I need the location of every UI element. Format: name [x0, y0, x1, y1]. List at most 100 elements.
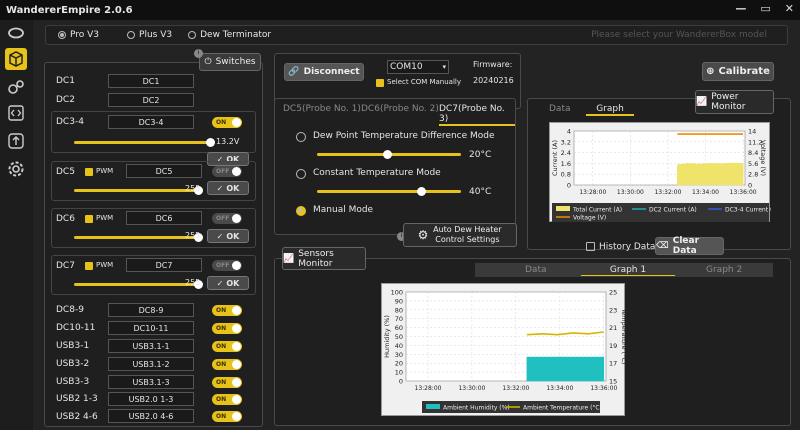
tab-sensors-graph2[interactable]: Graph 2: [706, 265, 743, 275]
usb2-13-name-field[interactable]: USB2.0 1-3: [108, 392, 194, 406]
dc34-name-field[interactable]: DC3-4: [108, 115, 194, 129]
usb32-toggle[interactable]: ON: [212, 359, 242, 370]
radio-model-0[interactable]: Pro V3: [58, 30, 99, 40]
usb2-46-name-field[interactable]: USB2.0 4-6: [108, 409, 194, 423]
switches-button[interactable]: ⏻ Switches: [199, 53, 261, 71]
usb2-46-toggle[interactable]: ON: [212, 411, 242, 422]
radio-model-2[interactable]: Dew Terminator: [188, 30, 271, 40]
dc6-name-field[interactable]: DC6: [126, 211, 202, 225]
slider-knob[interactable]: [417, 187, 426, 196]
dewpoint-slider[interactable]: [317, 150, 461, 159]
tab-power-graph[interactable]: Graph: [586, 104, 634, 116]
box-icon[interactable]: [5, 48, 27, 70]
dc89-toggle[interactable]: ON: [212, 305, 242, 316]
minimize-icon[interactable]: —: [735, 2, 747, 15]
sensors-tabbar: [475, 263, 773, 277]
tab-dc5[interactable]: DC5(Probe No. 1): [283, 104, 361, 114]
dc2-name-field[interactable]: DC2: [108, 93, 194, 107]
select-manual-checkbox[interactable]: [376, 79, 384, 87]
code-icon[interactable]: [5, 102, 27, 124]
tab-sensors-data[interactable]: Data: [525, 265, 547, 275]
y-tick-label: 4: [567, 128, 571, 136]
dc7-pwm-checkbox[interactable]: [85, 262, 93, 270]
tab-dc6[interactable]: DC6(Probe No. 2): [361, 104, 439, 114]
restore-icon[interactable]: ▭: [760, 2, 771, 15]
dc5-ok-button[interactable]: ✓ OK: [207, 181, 249, 195]
y-tick-label: 0: [567, 182, 571, 190]
dc5-pwm-checkbox[interactable]: [85, 168, 93, 176]
slider-knob[interactable]: [194, 280, 203, 289]
usb31-name-field[interactable]: USB3.1-1: [108, 339, 194, 353]
dc34-group: DC3-4 DC3-4 ON 13.2V: [51, 111, 256, 153]
gear-link-icon[interactable]: [5, 76, 27, 98]
tab-sensors-graph1[interactable]: Graph 1: [581, 265, 675, 276]
dc1011-toggle[interactable]: ON: [212, 323, 242, 334]
dc6-group: DC6 PWM DC6 OFF 255: [51, 208, 256, 248]
x-tick-label: 13:32:00: [502, 385, 529, 392]
slider-knob[interactable]: [206, 138, 215, 147]
history-data-checkbox[interactable]: [586, 242, 595, 251]
slider-knob[interactable]: [194, 233, 203, 242]
usb33-name-field[interactable]: USB3.1-3: [108, 375, 194, 389]
y-tick-label: 3.2: [561, 138, 571, 146]
upload-icon[interactable]: [5, 130, 27, 152]
info-icon[interactable]: i: [397, 232, 406, 241]
dc89-name-field[interactable]: DC8-9: [108, 303, 194, 317]
radio-dewpoint-mode[interactable]: [296, 132, 306, 142]
usb33-toggle[interactable]: ON: [212, 377, 242, 388]
usb32-name-field[interactable]: USB3.1-2: [108, 357, 194, 371]
tab-power-data[interactable]: Data: [549, 104, 571, 114]
power-panel: Data Graph 0 0.8 1.6 2.4 3.2 4 0 2.8 5.6 8.4 11.2 1…: [527, 98, 791, 250]
auto-dew-settings-button[interactable]: ⚙ Auto Dew Heater Control Settings: [403, 223, 517, 247]
calibrate-button[interactable]: ⊕ Calibrate: [702, 62, 774, 81]
gear-icon: ⚙: [417, 228, 429, 242]
slider-knob[interactable]: [383, 150, 392, 159]
firmware-label: Firmware:: [473, 60, 513, 69]
radio-manual-mode[interactable]: [296, 206, 306, 216]
dc6-pwm-checkbox[interactable]: [85, 215, 93, 223]
firmware-value: 20240216: [473, 76, 514, 85]
dc7-slider[interactable]: [74, 280, 203, 289]
history-data-label: History Data: [599, 242, 656, 252]
dc1-name-field[interactable]: DC1: [108, 74, 194, 88]
info-icon[interactable]: i: [194, 49, 203, 58]
usb31-toggle[interactable]: ON: [212, 341, 242, 352]
close-icon[interactable]: ✕: [784, 2, 794, 15]
sensors-monitor-button[interactable]: 📈 Sensors Monitor: [282, 247, 366, 270]
settings-icon[interactable]: [5, 158, 27, 180]
x-tick-label: 13:30:00: [617, 189, 644, 196]
dc6-slider[interactable]: [74, 233, 203, 242]
com-port-select[interactable]: COM10 ▾: [387, 60, 449, 74]
dc1011-label: DC10-11: [56, 323, 96, 333]
usb2-13-toggle[interactable]: ON: [212, 394, 242, 405]
y-tick-label: 90: [395, 297, 403, 305]
dc1011-name-field[interactable]: DC10-11: [108, 321, 194, 335]
dc7-ok-button[interactable]: ✓ OK: [207, 276, 249, 290]
check-icon: ✓: [216, 183, 224, 193]
series-area: [677, 162, 744, 186]
dc5-slider[interactable]: [74, 186, 203, 195]
dc7-name-field[interactable]: DC7: [126, 258, 202, 272]
radio-model-1[interactable]: Plus V3: [127, 30, 172, 40]
constant-slider[interactable]: [317, 187, 461, 196]
disconnect-button[interactable]: 🔗 Disconnect: [284, 63, 364, 81]
link-icon: 🔗: [288, 67, 300, 77]
dc5-name-field[interactable]: DC5: [126, 164, 202, 178]
ok-label: OK: [226, 231, 240, 241]
clear-data-button[interactable]: ⌫ Clear Data: [655, 236, 724, 256]
dc34-toggle[interactable]: ON: [212, 117, 242, 128]
slider-knob[interactable]: [194, 186, 203, 195]
radio-constant-mode[interactable]: [296, 169, 306, 179]
x-tick-label: 13:34:00: [692, 189, 719, 196]
y-tick-label: 20: [395, 360, 403, 368]
tab-dc7[interactable]: DC7(Probe No. 3): [439, 104, 515, 126]
dc6-ok-button[interactable]: ✓ OK: [207, 229, 249, 243]
dc7-toggle[interactable]: OFF: [212, 260, 242, 271]
dc34-ok-button[interactable]: ✓ OK: [207, 152, 249, 166]
dc5-toggle[interactable]: OFF: [212, 166, 242, 177]
dc2-label: DC2: [56, 95, 75, 105]
dc6-toggle[interactable]: OFF: [212, 213, 242, 224]
ring-icon[interactable]: [5, 22, 27, 44]
power-monitor-button[interactable]: 📈 Power Monitor: [695, 90, 774, 114]
dc34-slider[interactable]: [74, 138, 215, 147]
